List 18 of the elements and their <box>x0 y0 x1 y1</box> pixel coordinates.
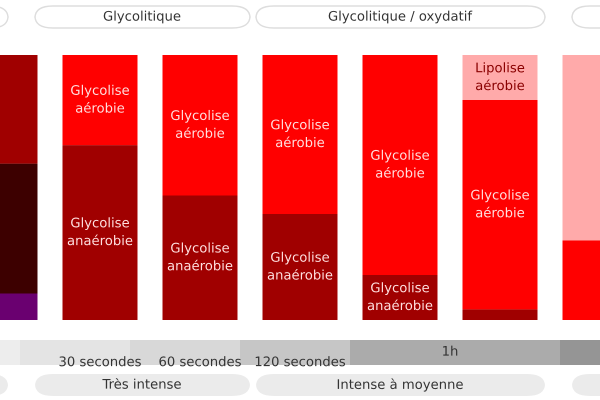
text: Glycolise anaérobie <box>168 242 232 270</box>
text: Glycolitique <box>104 10 180 24</box>
x-tick-label: 60 secondes <box>159 356 241 366</box>
text: Glycolise aérobie <box>71 84 129 113</box>
series-label: Lipolise aérobie <box>476 62 524 90</box>
text: Glycolise anaérobie <box>268 252 332 280</box>
series-label: Glycolise anaérobie <box>68 217 132 246</box>
series-label: Glycolise aérobie <box>271 119 329 148</box>
text: Intense à moyenne <box>338 378 463 392</box>
text: Glycolise aérobie <box>171 110 229 138</box>
text: Glycolitique / oxydatif <box>328 10 472 24</box>
text: Glycolise aérobie <box>371 150 429 178</box>
text: 1h <box>443 346 458 356</box>
x-tick-label: 120 secondes <box>256 356 346 366</box>
x-tick-label: 30 secondes <box>59 356 141 366</box>
text: Glycolise anaérobie <box>368 282 432 310</box>
text: Glycolise aérobie <box>471 189 529 218</box>
text: Très intense <box>102 378 181 389</box>
